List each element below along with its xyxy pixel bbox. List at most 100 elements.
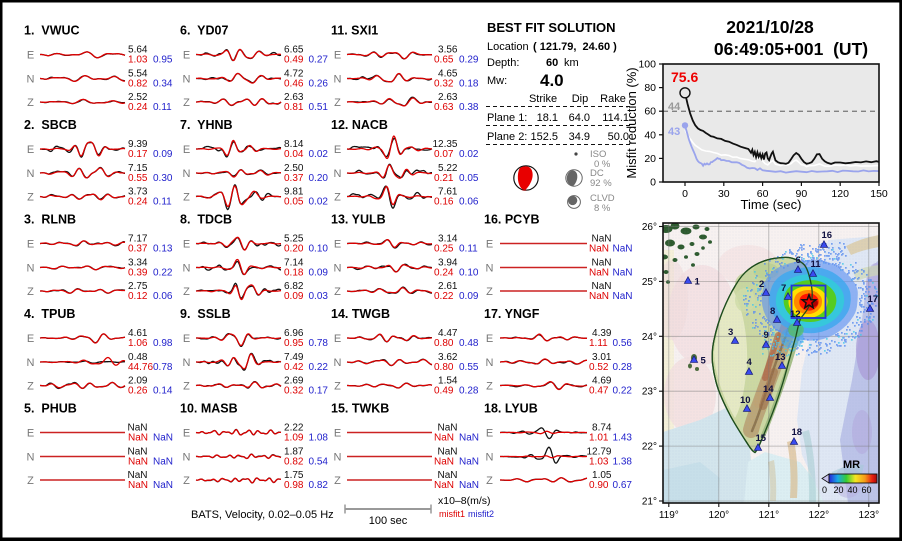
svg-text:0.32: 0.32 (434, 79, 454, 90)
svg-text:Plane 2:: Plane 2: (487, 131, 527, 143)
svg-text:NaN: NaN (127, 446, 147, 457)
svg-text:E: E (486, 333, 493, 345)
svg-text:12.35: 12.35 (432, 139, 457, 150)
svg-text:0.37: 0.37 (284, 173, 304, 184)
svg-text:4: 4 (747, 357, 753, 368)
svg-text:Z: Z (334, 286, 341, 298)
svg-text:NaN: NaN (437, 470, 457, 481)
svg-text:2.52: 2.52 (128, 92, 148, 103)
svg-text:N: N (183, 357, 191, 369)
svg-text:NaN: NaN (459, 433, 479, 444)
svg-text:N: N (334, 168, 342, 180)
svg-text:0.95: 0.95 (284, 338, 304, 349)
svg-text:7: 7 (781, 283, 786, 294)
svg-text:14. TWGB: 14. TWGB (331, 307, 390, 321)
svg-text:0.06: 0.06 (153, 291, 173, 302)
svg-text:NaN: NaN (434, 433, 454, 444)
svg-text:0.49: 0.49 (284, 55, 304, 66)
svg-text:1.09: 1.09 (284, 433, 304, 444)
svg-text:0.51: 0.51 (309, 102, 329, 113)
svg-text:8.74: 8.74 (592, 422, 612, 433)
svg-text:60: 60 (546, 57, 558, 69)
svg-text:1.75: 1.75 (284, 470, 304, 481)
svg-text:50.0: 50.0 (608, 131, 629, 143)
svg-text:0.39: 0.39 (128, 268, 148, 279)
svg-text:N: N (27, 168, 35, 180)
svg-text:5: 5 (701, 356, 707, 367)
svg-text:0.24: 0.24 (128, 102, 148, 113)
svg-text:6: 6 (796, 255, 801, 266)
svg-text:9. SSLB: 9. SSLB (180, 307, 231, 321)
svg-text:2.63: 2.63 (284, 92, 304, 103)
svg-text:N: N (183, 262, 191, 274)
svg-text:2.09: 2.09 (128, 375, 148, 386)
svg-text:0.17: 0.17 (309, 386, 329, 397)
svg-text:N: N (183, 168, 191, 180)
svg-text:NaN: NaN (613, 291, 633, 302)
svg-text:0.26: 0.26 (309, 79, 329, 90)
svg-text:7. YHNB: 7. YHNB (180, 118, 233, 132)
svg-text:12. NACB: 12. NACB (331, 118, 388, 132)
svg-text:4.72: 4.72 (284, 68, 304, 79)
svg-text:3.94: 3.94 (438, 257, 458, 268)
svg-text:Z: Z (486, 475, 493, 487)
svg-text:2.63: 2.63 (438, 92, 458, 103)
svg-text:0.82: 0.82 (284, 457, 304, 468)
svg-text:1.08: 1.08 (309, 433, 329, 444)
svg-text:43: 43 (668, 126, 680, 138)
svg-text:0 %: 0 % (594, 159, 611, 170)
svg-text:120°: 120° (708, 510, 729, 521)
svg-text:NaN: NaN (153, 457, 173, 468)
svg-text:8 %: 8 % (594, 203, 611, 214)
svg-text:BEST FIT SOLUTION: BEST FIT SOLUTION (487, 20, 616, 35)
svg-text:Time (sec): Time (sec) (741, 197, 802, 212)
svg-text:0.82: 0.82 (309, 480, 329, 491)
svg-text:0.04: 0.04 (284, 149, 304, 160)
svg-text:0.05: 0.05 (459, 173, 479, 184)
svg-text:NaN: NaN (437, 422, 457, 433)
svg-text:21°: 21° (642, 497, 657, 508)
svg-text:NaN: NaN (153, 480, 173, 491)
svg-text:NaN: NaN (434, 457, 454, 468)
svg-text:Strike: Strike (529, 93, 557, 105)
svg-text:0.02: 0.02 (459, 149, 479, 160)
svg-text:2.69: 2.69 (284, 375, 304, 386)
svg-text:Location: Location (487, 41, 529, 53)
svg-text:2: 2 (759, 279, 764, 290)
svg-text:0.78: 0.78 (153, 362, 173, 373)
svg-text:06:49:05+001 (UT): 06:49:05+001 (UT) (714, 39, 868, 59)
svg-text:9: 9 (764, 330, 769, 341)
svg-text:15. TWKB: 15. TWKB (331, 402, 389, 416)
svg-text:25°: 25° (642, 277, 657, 288)
svg-text:8.14: 8.14 (284, 139, 304, 150)
svg-text:NaN: NaN (589, 291, 609, 302)
svg-text:misfit2: misfit2 (468, 509, 494, 519)
svg-text:N: N (183, 73, 191, 85)
svg-text:0.02: 0.02 (309, 197, 329, 208)
svg-text:120: 120 (831, 188, 849, 200)
svg-text:0.27: 0.27 (309, 55, 329, 66)
svg-text:34.9: 34.9 (569, 131, 590, 143)
svg-text:0.06: 0.06 (459, 197, 479, 208)
svg-text:Z: Z (27, 191, 34, 203)
svg-text:11: 11 (811, 259, 822, 270)
svg-text:80: 80 (644, 82, 656, 94)
svg-text:Z: Z (183, 286, 190, 298)
svg-text:1.11: 1.11 (589, 338, 608, 349)
svg-text:90: 90 (796, 188, 808, 200)
svg-text:7.61: 7.61 (438, 186, 458, 197)
svg-text:5.22: 5.22 (438, 163, 458, 174)
svg-text:E: E (183, 49, 190, 61)
svg-text:1.05: 1.05 (592, 470, 612, 481)
svg-text:3.56: 3.56 (438, 44, 458, 55)
svg-text:0.42: 0.42 (284, 362, 304, 373)
svg-text:Z: Z (334, 380, 341, 392)
svg-text:NaN: NaN (127, 470, 147, 481)
svg-text:0.10: 0.10 (459, 268, 479, 279)
svg-text:1. VWUC: 1. VWUC (24, 24, 80, 38)
svg-text:BATS, Velocity, 0.02–0.05 Hz: BATS, Velocity, 0.02–0.05 Hz (191, 509, 334, 521)
svg-text:2.75: 2.75 (128, 281, 148, 292)
svg-text:17: 17 (868, 294, 879, 305)
svg-text:N: N (486, 357, 494, 369)
svg-text:3: 3 (728, 327, 733, 338)
